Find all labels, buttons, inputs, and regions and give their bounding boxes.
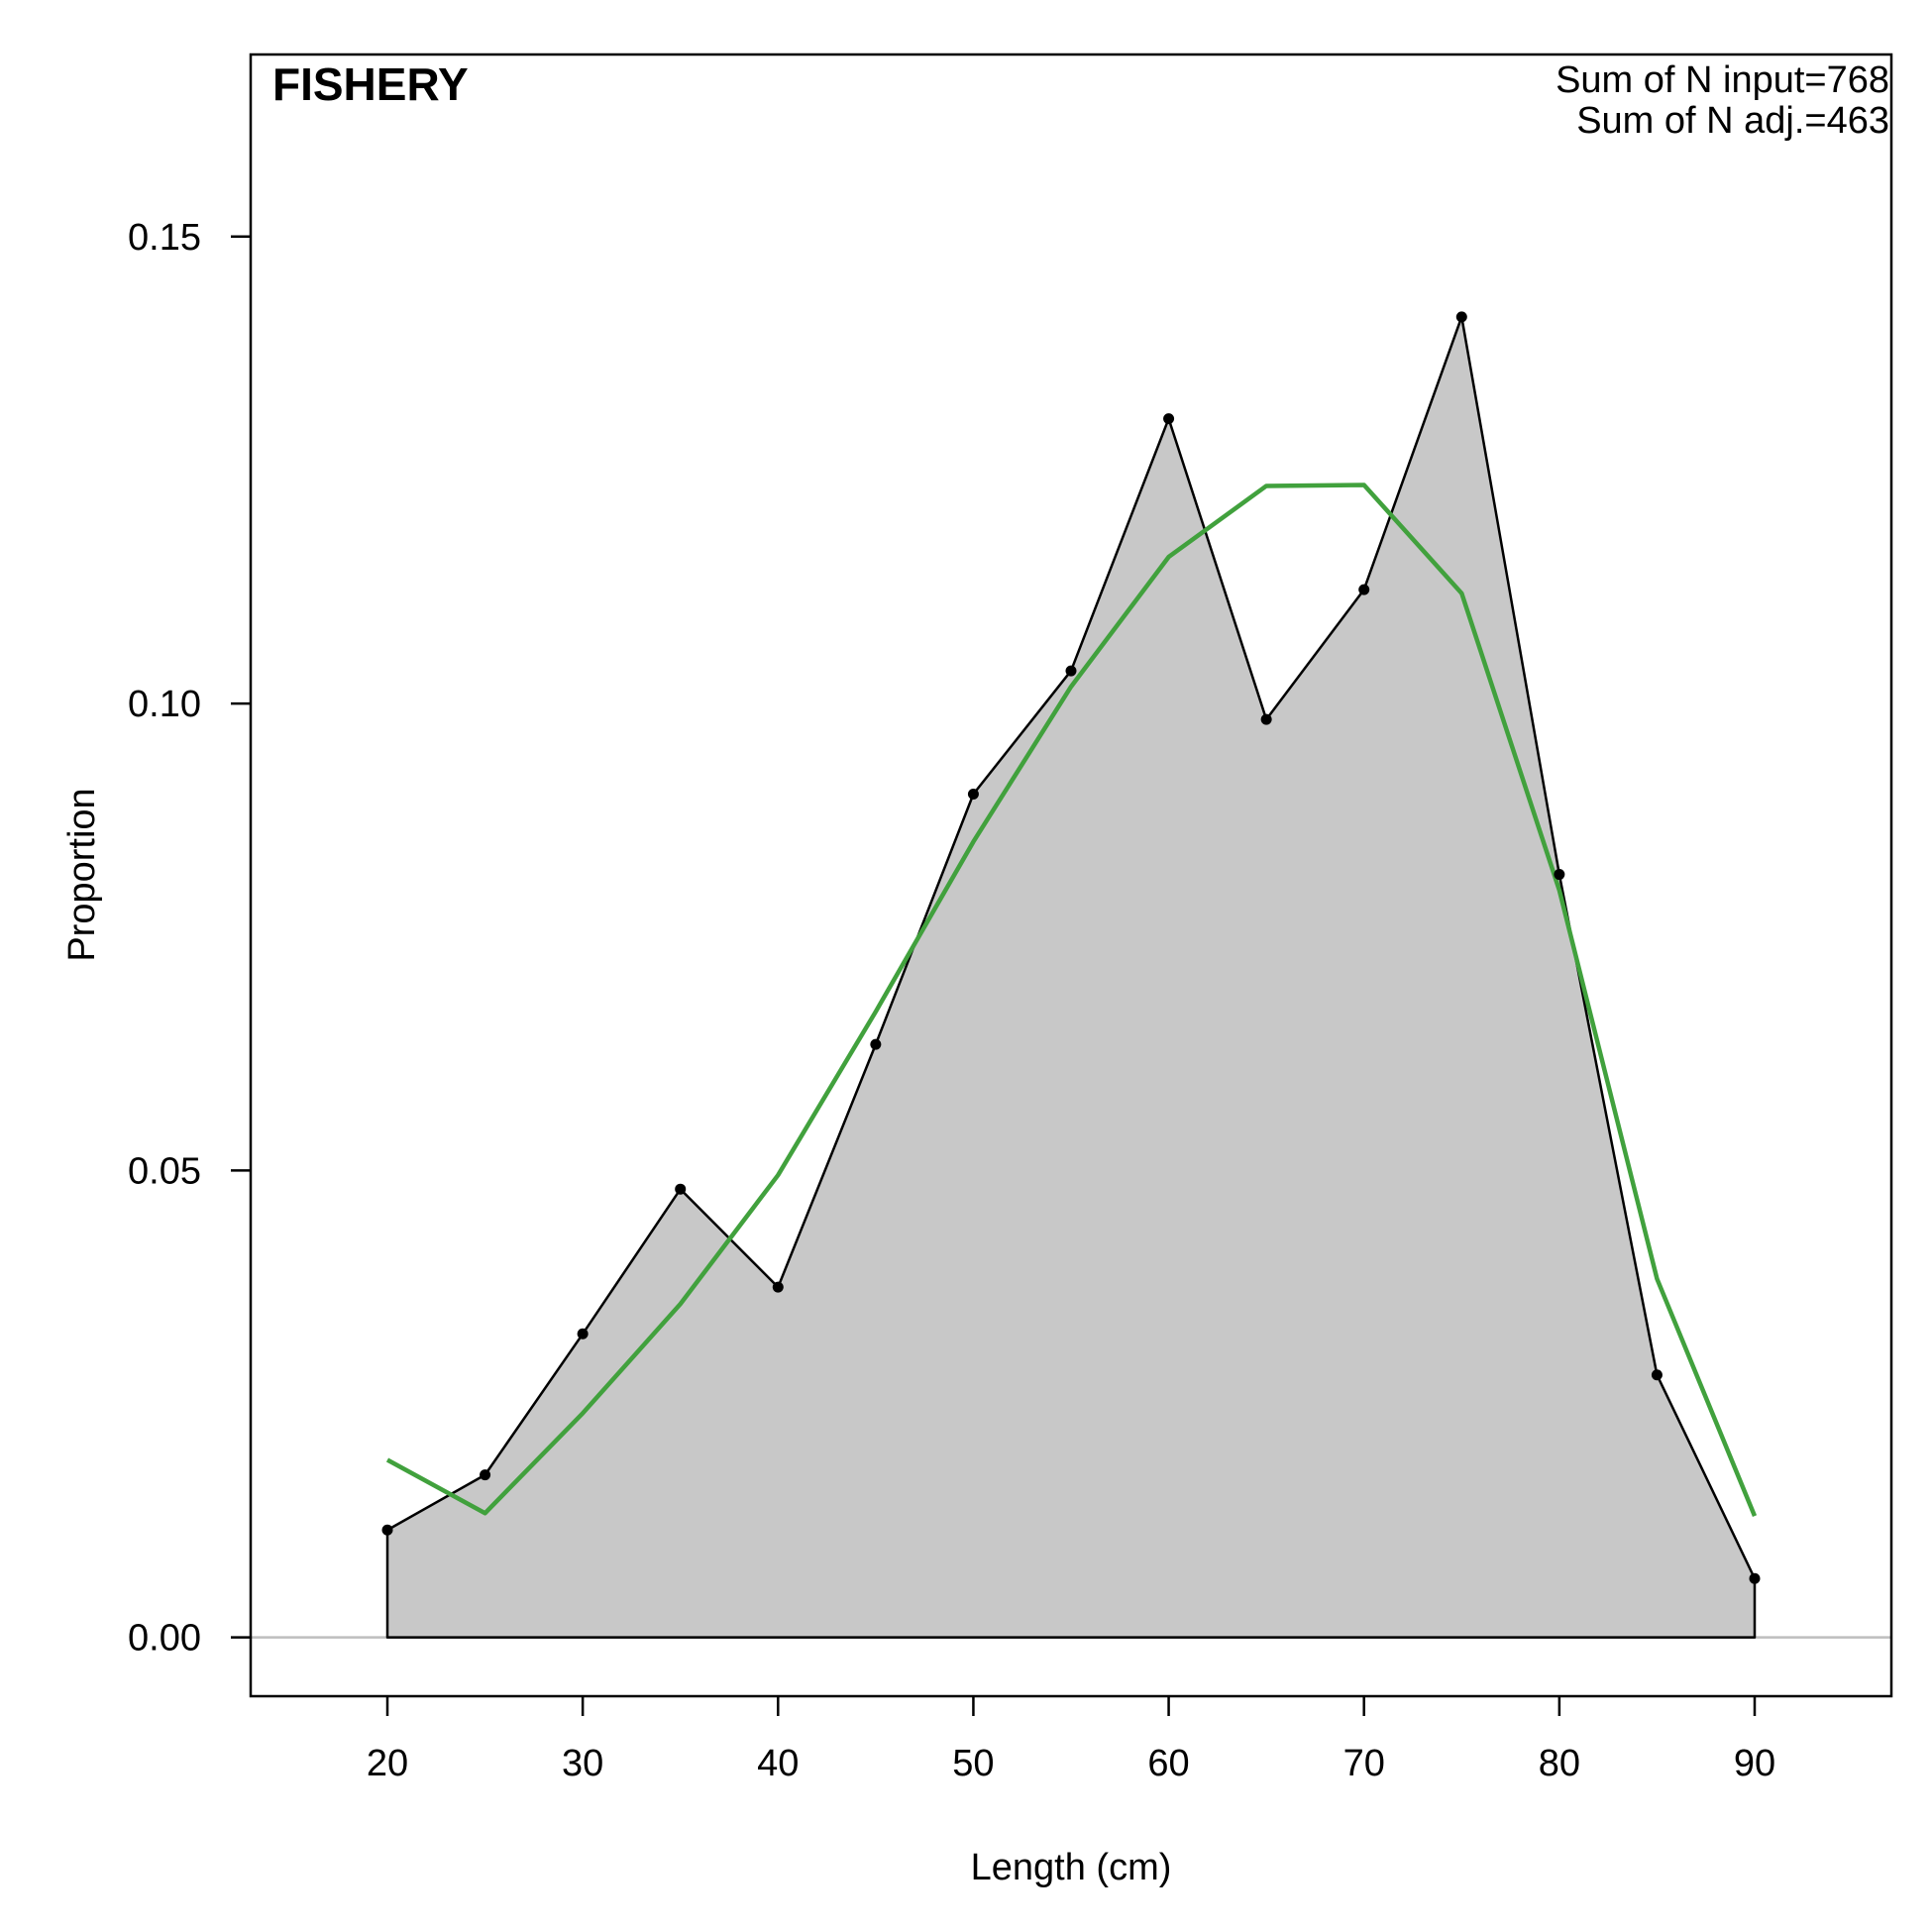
x-tick-label: 50 bbox=[952, 1743, 994, 1784]
observed-point bbox=[577, 1328, 589, 1340]
y-tick-label: 0.15 bbox=[128, 217, 201, 259]
observed-point bbox=[1749, 1572, 1761, 1584]
x-tick-label: 60 bbox=[1147, 1743, 1189, 1784]
observed-area bbox=[385, 315, 1757, 1639]
observed-point bbox=[870, 1038, 882, 1050]
observed-point bbox=[967, 788, 979, 800]
x-tick-label: 70 bbox=[1343, 1743, 1385, 1784]
y-tick-label: 0.05 bbox=[128, 1150, 201, 1192]
x-tick-label: 20 bbox=[367, 1743, 408, 1784]
observed-point bbox=[772, 1281, 784, 1293]
x-axis-label: Length (cm) bbox=[971, 1847, 1172, 1888]
observed-point bbox=[1358, 584, 1370, 595]
observed-point bbox=[1455, 311, 1467, 323]
expected-line bbox=[385, 483, 1758, 1517]
x-tick-label: 40 bbox=[757, 1743, 799, 1784]
x-tick-label: 80 bbox=[1539, 1743, 1580, 1784]
observed-point bbox=[1651, 1369, 1663, 1381]
observed-point bbox=[1260, 713, 1272, 725]
sum-n-input-note: Sum of N input=768 bbox=[1556, 59, 1889, 101]
y-axis: 0.00 0.05 0.10 0.15 bbox=[128, 217, 251, 1660]
sum-n-adj-note: Sum of N adj.=463 bbox=[1576, 100, 1889, 142]
y-tick-label: 0.00 bbox=[128, 1618, 201, 1660]
y-tick-label: 0.10 bbox=[128, 684, 201, 725]
x-tick-label: 90 bbox=[1734, 1743, 1775, 1784]
observed-point bbox=[480, 1469, 491, 1481]
observed-point bbox=[381, 1524, 393, 1536]
x-axis: 20 30 40 50 60 70 80 90 bbox=[367, 1696, 1775, 1784]
observed-point bbox=[1163, 413, 1175, 425]
observed-point bbox=[1554, 869, 1565, 881]
y-axis-label: Proportion bbox=[61, 788, 103, 961]
x-tick-label: 30 bbox=[562, 1743, 603, 1784]
plot-frame bbox=[249, 53, 1893, 1698]
observed-point bbox=[675, 1183, 687, 1195]
observed-point bbox=[1065, 665, 1077, 677]
chart-title: FISHERY bbox=[272, 58, 469, 110]
plot-area bbox=[251, 311, 1891, 1639]
